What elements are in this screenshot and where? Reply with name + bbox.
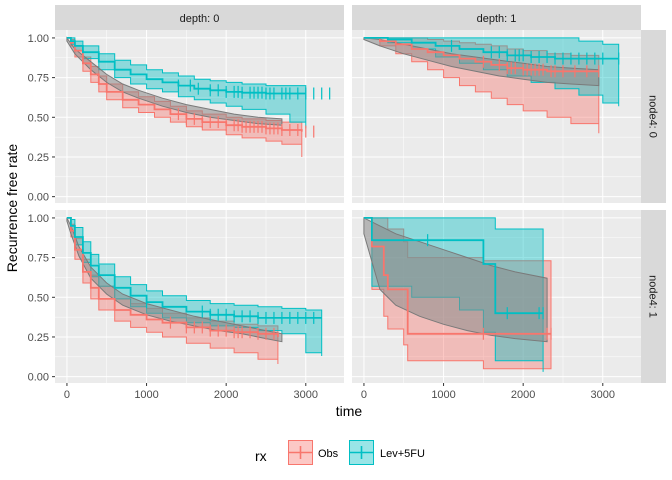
panel-data bbox=[363, 217, 552, 372]
y-tick-label: 1.00 bbox=[28, 33, 49, 45]
legend: rx Obs Lev+5FU bbox=[255, 440, 425, 465]
legend-title: rx bbox=[255, 448, 267, 464]
panel-data bbox=[66, 36, 331, 157]
model-confidence-band bbox=[363, 217, 548, 343]
panel-r0-c0: 0.00 0.25 0.50 0.75 1.00 bbox=[28, 30, 344, 204]
x-tick-label: 3000 bbox=[591, 389, 615, 401]
y-tick-label: 0.50 bbox=[28, 112, 49, 124]
y-axis-title: Recurrence free rate bbox=[4, 144, 20, 273]
survival-curve-lev5fu bbox=[66, 217, 322, 319]
y-tick-label: 0.25 bbox=[28, 332, 49, 344]
panel-background bbox=[55, 210, 344, 383]
x-tick-label: 0 bbox=[64, 389, 70, 401]
facet-strip-row-0 bbox=[641, 30, 666, 203]
facet-strip-label-col-1: depth: 1 bbox=[477, 13, 517, 25]
y-tick-label: 0.00 bbox=[28, 372, 49, 384]
survival-curve-obs bbox=[363, 217, 551, 335]
survival-curve-lev5fu bbox=[363, 217, 544, 315]
x-tick-label: 1000 bbox=[431, 389, 455, 401]
panel-r1-c1: 0 1000 2000 3000 bbox=[352, 210, 641, 401]
x-tick-label: 2000 bbox=[214, 389, 238, 401]
panel-r0-c1 bbox=[352, 30, 641, 203]
facet-strip-label-row-1: node4: 1 bbox=[647, 275, 659, 318]
panel-r1-c0: 0.00 0.25 0.50 0.75 1.00 0 1000 2000 3000 bbox=[28, 210, 344, 401]
y-tick-label: 0.75 bbox=[28, 253, 49, 265]
x-axis-title: time bbox=[336, 403, 363, 419]
model-confidence-band bbox=[66, 217, 283, 343]
confidence-band-lev5fu bbox=[66, 37, 307, 129]
panel-background bbox=[55, 30, 344, 203]
facet-strip-label-col-0: depth: 0 bbox=[180, 13, 220, 25]
facet-strip-row-1 bbox=[641, 210, 666, 383]
confidence-band-obs bbox=[363, 37, 600, 134]
x-tick-label: 3000 bbox=[294, 389, 318, 401]
panel-data bbox=[66, 217, 323, 364]
y-tick-label: 0.25 bbox=[28, 152, 49, 164]
facet-strip-col-1 bbox=[352, 5, 641, 30]
facet-strip-label-row-0: node4: 0 bbox=[647, 95, 659, 138]
legend-label-lev5fu: Lev+5FU bbox=[380, 448, 425, 460]
x-tick-label: 2000 bbox=[511, 389, 535, 401]
legend-key-obs bbox=[288, 440, 313, 465]
y-tick-label: 1.00 bbox=[28, 213, 49, 225]
legend-key-lev5fu bbox=[349, 440, 374, 465]
y-tick-label: 0.50 bbox=[28, 292, 49, 304]
y-tick-label: 0.75 bbox=[28, 73, 49, 85]
x-tick-label: 0 bbox=[361, 389, 367, 401]
panel-data bbox=[363, 37, 620, 134]
legend-label-obs: Obs bbox=[318, 448, 339, 460]
facet-strip-col-0 bbox=[55, 5, 344, 30]
x-tick-label: 1000 bbox=[134, 389, 158, 401]
y-tick-label: 0.00 bbox=[28, 192, 49, 204]
